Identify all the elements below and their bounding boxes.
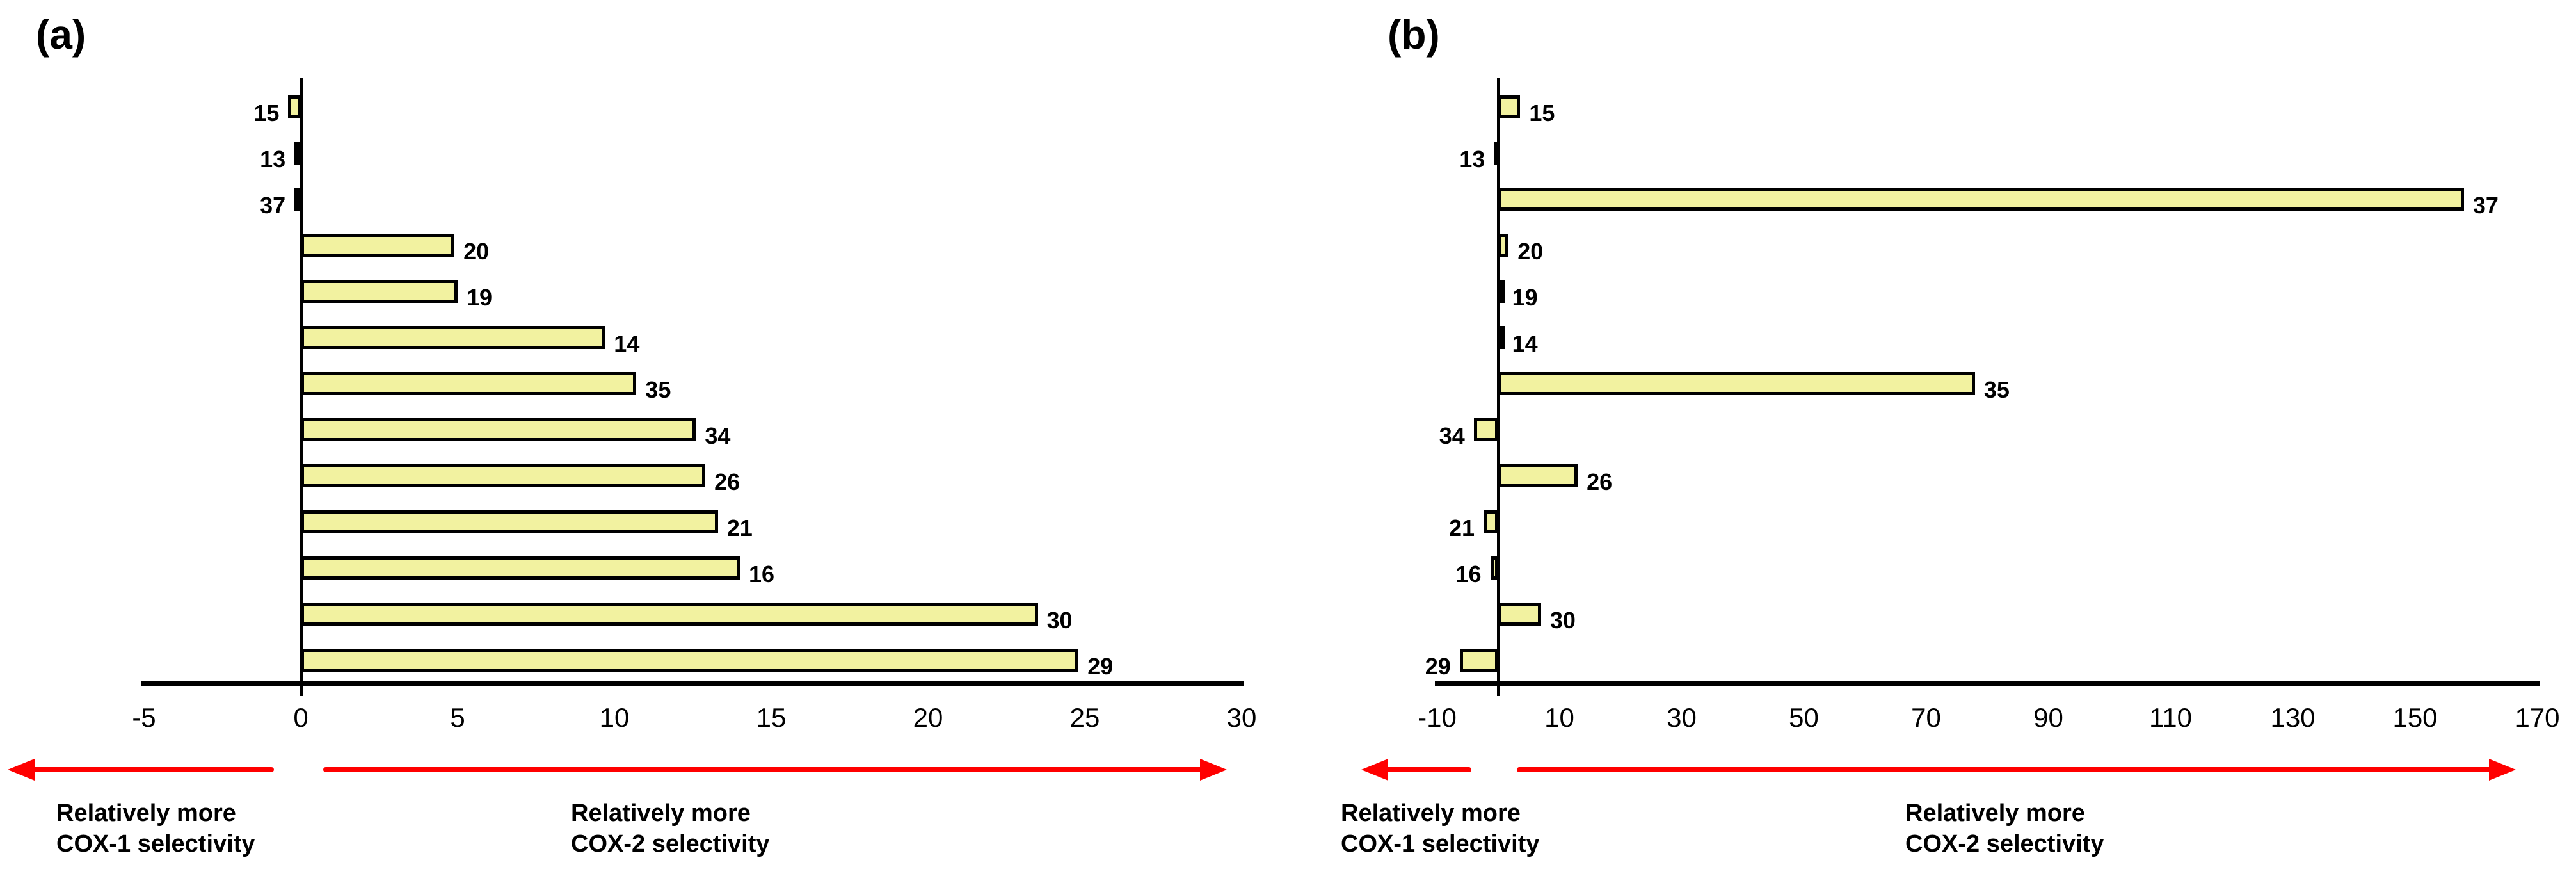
bar-value-label: 21 bbox=[1449, 515, 1475, 541]
bar-value-label: 21 bbox=[726, 515, 753, 541]
x-tick-label: 10 bbox=[599, 702, 630, 733]
bar-value-label: 35 bbox=[645, 377, 671, 403]
bar-value-label: 30 bbox=[1046, 607, 1073, 633]
bar bbox=[301, 372, 637, 395]
cox1-arrow-line bbox=[32, 767, 274, 772]
bar bbox=[301, 280, 458, 303]
x-tick-label: 5 bbox=[450, 702, 465, 733]
cox2-arrow-line bbox=[323, 767, 1203, 772]
x-tick-label: 70 bbox=[1911, 702, 1941, 733]
bar bbox=[1459, 649, 1498, 672]
bar-value-label: 20 bbox=[1517, 238, 1544, 264]
panel-a-label: (a) bbox=[36, 12, 86, 58]
bar bbox=[1490, 556, 1498, 580]
x-tick-label: 50 bbox=[1789, 702, 1819, 733]
bar bbox=[301, 234, 455, 257]
annotation-line: COX-1 selectivity bbox=[1341, 831, 1540, 857]
right-arrowhead-icon bbox=[1200, 759, 1227, 781]
bar bbox=[1473, 418, 1498, 441]
bar bbox=[301, 556, 740, 580]
x-tick-label: 90 bbox=[2033, 702, 2063, 733]
bar-value-label: 35 bbox=[1983, 377, 2010, 403]
bar bbox=[301, 649, 1079, 672]
bar bbox=[1484, 510, 1498, 533]
bar bbox=[301, 464, 706, 487]
bar-value-label: 26 bbox=[1587, 469, 1613, 495]
bar-value-label: 29 bbox=[1425, 653, 1451, 679]
bar-value-label: 14 bbox=[614, 330, 640, 357]
x-tick-label: -5 bbox=[132, 702, 156, 733]
bar bbox=[288, 95, 301, 118]
bar-value-label: 19 bbox=[1512, 284, 1538, 311]
cox2-arrow-line bbox=[1517, 767, 2492, 772]
bar-value-label: 37 bbox=[260, 192, 286, 218]
x-tick-label: 15 bbox=[756, 702, 787, 733]
annotation-line: Relatively more bbox=[571, 800, 751, 827]
bar bbox=[1498, 372, 1975, 395]
x-tick-label: 110 bbox=[2149, 702, 2192, 733]
bar-value-label: 30 bbox=[1549, 607, 1576, 633]
x-tick-label: 130 bbox=[2270, 702, 2316, 733]
x-tick-label: 10 bbox=[1544, 702, 1574, 733]
x-tick-label: 25 bbox=[1069, 702, 1100, 733]
bar bbox=[1498, 464, 1578, 487]
panel-b-x-axis bbox=[1434, 681, 2540, 686]
bar-value-label: 34 bbox=[1439, 423, 1465, 449]
right-arrowhead-icon bbox=[2489, 759, 2516, 781]
left-arrowhead-icon bbox=[1361, 759, 1388, 781]
bar-value-label: 16 bbox=[1455, 561, 1482, 587]
x-tick-label: 30 bbox=[1667, 702, 1697, 733]
bar bbox=[301, 603, 1038, 626]
bar bbox=[1498, 95, 1521, 118]
annotation-line: COX-1 selectivity bbox=[56, 831, 255, 857]
annotation-line: COX-2 selectivity bbox=[571, 831, 770, 857]
bar-value-label: 29 bbox=[1087, 653, 1114, 679]
bar bbox=[1498, 188, 2464, 211]
bar-value-label: 20 bbox=[463, 238, 490, 264]
bar bbox=[294, 188, 301, 211]
bar-value-label: 26 bbox=[714, 469, 740, 495]
bar-value-label: 19 bbox=[467, 284, 493, 311]
x-tick-label: 30 bbox=[1226, 702, 1257, 733]
bar bbox=[1498, 280, 1505, 303]
panel-a: (a) 15 13 37 20 19 14 35 34 26 21 16 30 29 -5 0 5 10 15 2… bbox=[8, 12, 1257, 859]
bar-value-label: 14 bbox=[1512, 330, 1538, 357]
annotation-line: Relatively more bbox=[1341, 800, 1521, 827]
panel-a-cox1-annotation: Relatively more COX-1 selectivity bbox=[56, 798, 255, 859]
x-tick-label: 170 bbox=[2515, 702, 2560, 733]
x-tick-label: 0 bbox=[293, 702, 308, 733]
panel-a-x-axis bbox=[141, 681, 1244, 686]
panel-b: (b) 15 13 37 20 19 14 35 34 26 21 16 30 29 -10 10 30 50… bbox=[1288, 0, 2576, 892]
bar-value-label: 34 bbox=[705, 423, 731, 449]
left-arrowhead-icon bbox=[8, 759, 35, 781]
annotation-line: Relatively more bbox=[1905, 800, 2085, 827]
panel-b-label: (b) bbox=[1388, 12, 1440, 58]
bar bbox=[294, 142, 301, 165]
bar-value-label: 15 bbox=[1529, 100, 1555, 126]
bar bbox=[301, 326, 605, 349]
bar bbox=[1494, 142, 1501, 165]
panel-a-cox2-annotation: Relatively more COX-2 selectivity bbox=[571, 798, 769, 859]
bar-value-label: 16 bbox=[749, 561, 775, 587]
bar bbox=[1498, 234, 1509, 257]
annotation-line: COX-2 selectivity bbox=[1905, 831, 2104, 857]
annotation-line: Relatively more bbox=[56, 800, 236, 827]
bar-value-label: 13 bbox=[260, 146, 286, 172]
x-tick-label: 20 bbox=[913, 702, 943, 733]
bar bbox=[1498, 326, 1505, 349]
bar-value-label: 13 bbox=[1459, 146, 1485, 172]
bar-value-label: 37 bbox=[2472, 192, 2499, 218]
bar bbox=[1498, 603, 1541, 626]
bar bbox=[301, 418, 696, 441]
bar bbox=[301, 510, 718, 533]
x-tick-label: 150 bbox=[2392, 702, 2438, 733]
panel-b-cox2-annotation: Relatively more COX-2 selectivity bbox=[1905, 798, 2104, 859]
cox1-arrow-line bbox=[1386, 767, 1471, 772]
panel-b-cox1-annotation: Relatively more COX-1 selectivity bbox=[1341, 798, 1539, 859]
bar-value-label: 15 bbox=[253, 100, 280, 126]
x-tick-label: -10 bbox=[1418, 702, 1457, 733]
